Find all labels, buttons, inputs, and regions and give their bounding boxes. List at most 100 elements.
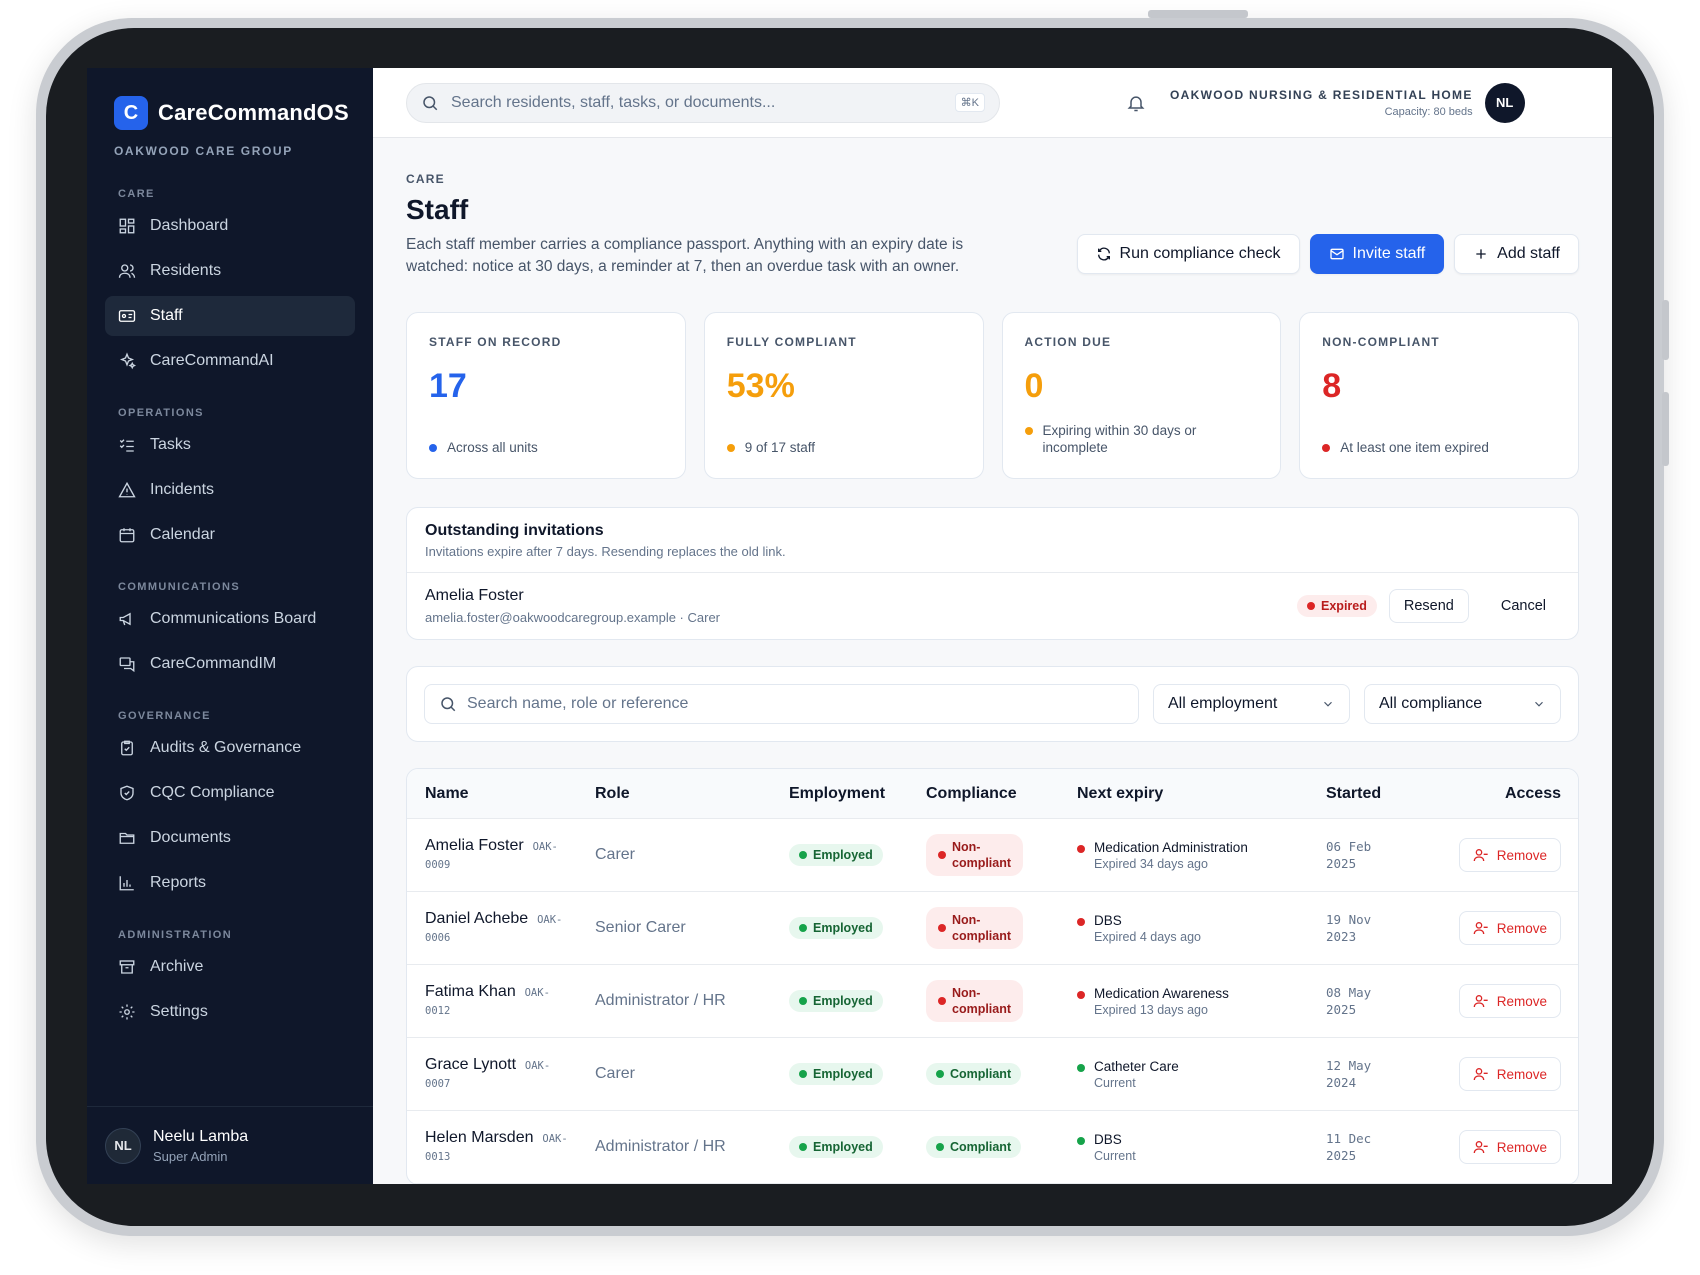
column-header-employment[interactable]: Employment	[789, 784, 886, 802]
remove-access-button[interactable]: Remove	[1458, 984, 1561, 1018]
sidebar-item-carecommandai[interactable]: CareCommandAI	[105, 341, 355, 381]
staff-search-input[interactable]: Search name, role or reference	[424, 684, 1139, 724]
sidebar-item-label: CQC Compliance	[150, 784, 275, 801]
sidebar-item-audits-governance[interactable]: Audits & Governance	[105, 728, 355, 768]
sidebar-item-residents[interactable]: Residents	[105, 251, 355, 291]
compliance-label: Non-compliant	[952, 912, 1011, 944]
select-value: All compliance	[1379, 695, 1483, 712]
sidebar-item-documents[interactable]: Documents	[105, 818, 355, 858]
sidebar-item-label: Dashboard	[150, 217, 229, 234]
compliance-cell: Non-compliant	[926, 834, 1077, 876]
column-header-compliance[interactable]: Compliance	[926, 784, 1017, 802]
employment-filter-select[interactable]: All employment	[1153, 684, 1350, 724]
list-checks-icon	[119, 439, 134, 452]
user-minus-icon	[1473, 1068, 1488, 1081]
staff-name: Helen Marsden	[425, 1129, 534, 1146]
employment-label: Employed	[813, 921, 873, 935]
status-dot	[799, 851, 807, 859]
status-dot	[1077, 844, 1085, 853]
staff-name: Fatima Khan	[425, 983, 516, 1000]
started-date: 19 Nov	[1326, 912, 1372, 927]
user-minus-icon	[1473, 849, 1488, 862]
staff-role: Administrator / HR	[595, 992, 726, 1009]
compliance-label-line: compliant	[952, 1002, 1012, 1016]
column-header-next-expiry[interactable]: Next expiry	[1077, 784, 1164, 802]
staff-ref: OAK-	[524, 987, 550, 999]
column-header-started[interactable]: Started	[1326, 784, 1382, 802]
sidebar-item-calendar[interactable]: Calendar	[105, 515, 355, 555]
app-screen: C CareCommandOS OAKWOOD CARE GROUP CARE …	[87, 68, 1612, 1184]
employment-label: Employed	[813, 1140, 873, 1154]
next-expiry-item: DBS	[1094, 1131, 1122, 1147]
status-dot	[938, 997, 946, 1005]
stat-note: Across all units	[429, 439, 665, 456]
nav-section-governance: GOVERNANCE	[118, 710, 211, 722]
remove-access-button[interactable]: Remove	[1458, 911, 1561, 945]
started-date: 08 May	[1326, 985, 1372, 1000]
next-expiry-status: Expired 4 days ago	[1094, 929, 1202, 944]
global-search-input[interactable]: Search residents, staff, tasks, or docum…	[406, 82, 1000, 123]
column-header-role[interactable]: Role	[595, 784, 630, 802]
compliance-label: Compliant	[950, 1067, 1012, 1081]
employment-cell: Employed	[789, 844, 926, 866]
column-header-name[interactable]: Name	[425, 784, 469, 802]
sidebar-item-communications-board[interactable]: Communications Board	[105, 599, 355, 639]
brand-logo: C	[114, 96, 148, 130]
table-row[interactable]: Helen Marsden OAK- 0013 Administrator / …	[407, 1111, 1578, 1184]
remove-access-button[interactable]: Remove	[1458, 1130, 1561, 1164]
outstanding-invitations: Outstanding invitations Invitations expi…	[406, 507, 1579, 640]
table-row[interactable]: Grace Lynott OAK- 0007 Carer Employed Co…	[407, 1038, 1578, 1111]
employment-label: Employed	[813, 1067, 873, 1081]
org-name: OAKWOOD CARE GROUP	[114, 144, 293, 158]
megaphone-icon	[119, 612, 131, 626]
plus-icon	[1476, 249, 1486, 259]
staff-name: Grace Lynott	[425, 1056, 517, 1073]
brand[interactable]: C CareCommandOS	[87, 68, 373, 130]
add-staff-button[interactable]: Add staff	[1454, 234, 1579, 274]
remove-access-button[interactable]: Remove	[1458, 838, 1561, 872]
current-user[interactable]: NL Neelu Lamba Super Admin	[87, 1106, 373, 1184]
volume-down-button	[1662, 392, 1669, 466]
remove-access-button[interactable]: Remove	[1458, 1057, 1561, 1091]
next-expiry-item: Medication Administration	[1094, 839, 1248, 855]
staff-ref-number: 0013	[425, 1151, 451, 1163]
clipboard-check-icon	[121, 740, 133, 756]
resend-button[interactable]: Resend	[1388, 589, 1469, 623]
next-expiry-cell: Medication Awareness Expired 13 days ago	[1077, 986, 1326, 1017]
bell-icon[interactable]	[1126, 93, 1146, 113]
run-compliance-check-button[interactable]: Run compliance check	[1076, 234, 1300, 274]
profile-avatar[interactable]: NL	[1484, 82, 1525, 123]
stat-note: Expiring within 30 days or incomplete	[1024, 422, 1261, 456]
button-label: Remove	[1496, 1066, 1547, 1082]
table-row[interactable]: Fatima Khan OAK- 0012 Administrator / HR…	[407, 965, 1578, 1038]
sidebar-item-incidents[interactable]: Incidents	[105, 470, 355, 510]
next-expiry-status: Current	[1094, 1148, 1136, 1163]
compliance-label: Non-compliant	[952, 985, 1011, 1017]
nav-section-care: CARE	[118, 188, 155, 200]
sidebar-item-dashboard[interactable]: Dashboard	[105, 206, 355, 246]
sidebar-item-cqc-compliance[interactable]: CQC Compliance	[105, 773, 355, 813]
facility-info: OAKWOOD NURSING & RESIDENTIAL HOME Capac…	[1170, 88, 1473, 118]
stat-value: 0	[1024, 367, 1044, 405]
sidebar-item-label: Audits & Governance	[150, 739, 302, 756]
started-cell: 12 May 2024	[1326, 1057, 1430, 1091]
sidebar-item-staff[interactable]: Staff	[105, 296, 355, 336]
cancel-button[interactable]: Cancel	[1500, 598, 1546, 614]
sidebar-item-settings[interactable]: Settings	[105, 992, 355, 1032]
table-row[interactable]: Daniel Achebe OAK- 0006 Senior Carer Emp…	[407, 892, 1578, 965]
refresh-icon	[1097, 247, 1110, 261]
sidebar-item-carecommandim[interactable]: CareCommandIM	[105, 644, 355, 684]
status-dot	[799, 997, 807, 1005]
status-dot	[938, 924, 946, 932]
next-expiry-cell: DBS Expired 4 days ago	[1077, 913, 1326, 944]
invite-staff-button[interactable]: Invite staff	[1309, 234, 1445, 274]
sidebar-item-archive[interactable]: Archive	[105, 947, 355, 987]
compliance-filter-select[interactable]: All compliance	[1364, 684, 1561, 724]
staff-role: Carer	[595, 1065, 636, 1082]
sidebar-item-tasks[interactable]: Tasks	[105, 425, 355, 465]
sidebar-item-reports[interactable]: Reports	[105, 863, 355, 903]
table-row[interactable]: Amelia Foster OAK- 0009 Carer Employed N…	[407, 819, 1578, 892]
started-cell: 11 Dec 2025	[1326, 1130, 1430, 1164]
status-dot	[936, 1143, 944, 1151]
sparkles-icon	[119, 352, 136, 370]
